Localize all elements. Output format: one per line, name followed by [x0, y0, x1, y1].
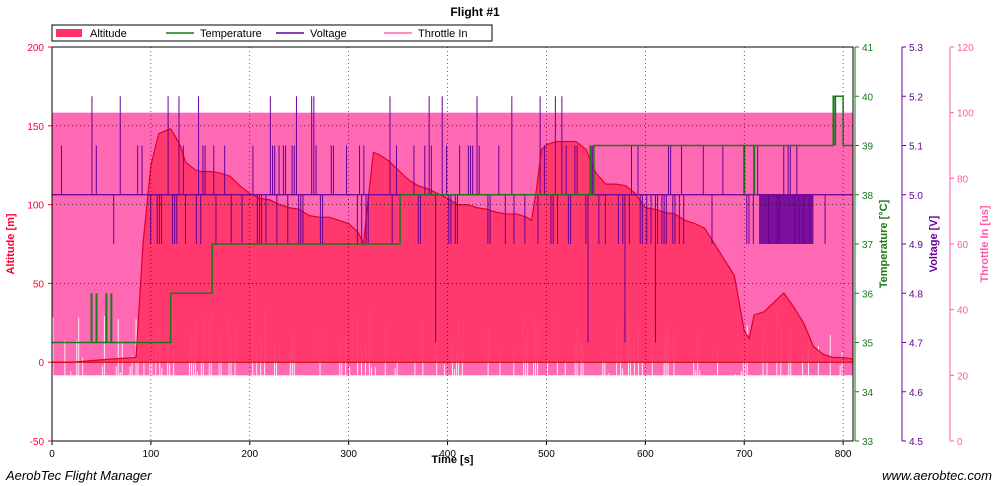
voltage-tick-label: 5.1: [909, 142, 923, 153]
x-tick-label: 700: [736, 449, 753, 460]
altitude-tick-label: 100: [27, 201, 44, 212]
legend-label: Voltage: [310, 28, 347, 40]
temperature-tick-label: 38: [862, 191, 874, 202]
legend: Altitude Temperature Voltage Throttle In: [51, 24, 493, 42]
voltage-tick-label: 5.2: [909, 92, 923, 103]
x-tick-label: 300: [340, 449, 357, 460]
altitude-tick-label: 50: [33, 279, 45, 290]
voltage-tick-label: 5.3: [909, 43, 923, 54]
throttle-tick-label: 20: [957, 371, 969, 382]
throttle-tick-label: 0: [957, 437, 963, 448]
x-tick-label: 500: [538, 449, 555, 460]
x-tick-label: 400: [439, 449, 456, 460]
flight-chart: Flight #1 0 100 200 300 400 500 600 700 800Time …: [5, 5, 991, 466]
voltage-tick-label: 4.9: [909, 240, 923, 251]
voltage-dense-block: [759, 194, 814, 244]
legend-label: Altitude: [90, 28, 127, 40]
temperature-tick-label: 41: [862, 43, 874, 54]
throttle-tick-label: 120: [957, 43, 974, 54]
altitude-line: [52, 128, 854, 363]
temperature-tick-label: 40: [862, 92, 874, 103]
temperature-tick-label: 37: [862, 240, 874, 251]
altitude-tick-label: 0: [38, 358, 44, 369]
throttle-tick-label: 100: [957, 109, 974, 120]
app-name: AerobTec Flight Manager: [6, 468, 152, 483]
x-axis-label: Time [s]: [432, 454, 474, 466]
throttle-tick-label: 60: [957, 240, 969, 251]
voltage-tick-label: 4.8: [909, 289, 923, 300]
altitude-tick-label: 200: [27, 43, 44, 54]
legend-swatch-altitude: [56, 29, 82, 37]
legend-label: Temperature: [200, 28, 262, 40]
legend-box: [51, 24, 493, 42]
voltage-tick-label: 4.5: [909, 437, 923, 448]
altitude-tick-label: 150: [27, 122, 44, 133]
throttle-tick-label: 80: [957, 174, 969, 185]
temperature-tick-label: 33: [862, 437, 874, 448]
x-tick-label: 600: [637, 449, 654, 460]
throttle-axis-label: Throttle In [us]: [979, 205, 991, 282]
altitude-axis-label: Altitude [m]: [5, 213, 17, 274]
altitude-area: [52, 128, 853, 363]
throttle-tick-label: 40: [957, 306, 969, 317]
x-tick-label: 100: [143, 449, 160, 460]
temperature-axis-label: Temperature [°C]: [878, 199, 890, 288]
temperature-line: [52, 95, 853, 344]
legend-label: Throttle In: [418, 28, 468, 40]
x-tick-label: 800: [835, 449, 852, 460]
temperature-tick-label: 34: [862, 388, 874, 399]
website-url: www.aerobtec.com: [882, 468, 992, 483]
chart-title: Flight #1: [450, 5, 500, 19]
plot-frame: [51, 46, 854, 442]
voltage-spikes: [60, 96, 826, 343]
temperature-tick-label: 35: [862, 339, 874, 350]
voltage-tick-label: 4.6: [909, 388, 923, 399]
voltage-tick-label: 5.0: [909, 191, 923, 202]
voltage-axis-label: Voltage [V]: [928, 215, 940, 272]
temperature-tick-label: 36: [862, 289, 874, 300]
x-tick-label: 200: [241, 449, 258, 460]
altitude-tick-label: -50: [30, 437, 45, 448]
x-tick-label: 0: [49, 449, 55, 460]
voltage-tick-label: 4.7: [909, 339, 923, 350]
temperature-tick-label: 39: [862, 142, 874, 153]
